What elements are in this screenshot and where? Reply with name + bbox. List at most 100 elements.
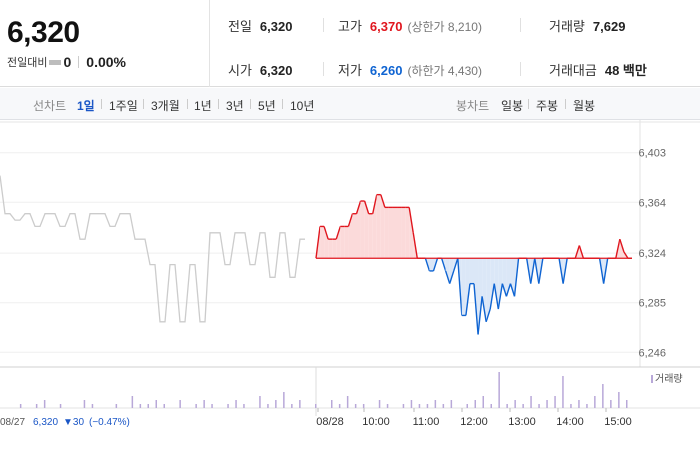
area-segment: [340, 226, 345, 259]
area-segment: [478, 258, 483, 335]
volume-bar: [362, 404, 365, 408]
price-segment: [497, 283, 504, 310]
quote-header: 6,320 전일대비 0 0.00% 전일 6,320 고가 6,370 (상한…: [0, 0, 700, 87]
area-segment: [344, 226, 349, 259]
divider: [250, 99, 251, 109]
candle-monthly[interactable]: 월봉: [573, 99, 596, 113]
stat-prev-close: 전일 6,320: [228, 16, 292, 35]
divider: [323, 18, 324, 32]
stat-label: 거래량: [549, 19, 585, 34]
volume-bar: [418, 404, 421, 408]
volume-bar: [35, 404, 38, 408]
prev-price: 6,320: [33, 417, 58, 428]
volume-bar: [602, 384, 604, 408]
price-segment: [485, 308, 491, 322]
volume-bar: [498, 372, 500, 408]
upper-limit: (상한가 8,210): [407, 20, 482, 34]
stat-open: 시가 6,320: [228, 60, 292, 79]
prev-day-series: [0, 175, 305, 323]
x-tick-label: 08/28: [316, 416, 344, 428]
area-segment: [392, 207, 398, 259]
volume-bar: [155, 400, 157, 408]
volume-bar: [482, 396, 484, 408]
volume-bar: [618, 392, 620, 408]
period-1d[interactable]: 1일: [77, 99, 95, 113]
chart-footer: 08/27 6,320 ▼30 (−0.47%): [0, 417, 130, 428]
prev-percent: (−0.47%): [89, 417, 130, 428]
area-segment: [401, 207, 406, 259]
area-segment: [376, 194, 381, 259]
volume-bar: [466, 404, 468, 408]
stat-value: 6,370: [369, 19, 403, 34]
area-segment: [356, 201, 361, 259]
divider: [528, 99, 529, 109]
change-percent: 0.00%: [86, 54, 126, 70]
volume-bar: [554, 396, 556, 408]
volume-bar: [378, 400, 381, 408]
volume-bar: [522, 404, 524, 408]
volume-bar: [43, 400, 46, 408]
price-segment: [449, 270, 455, 284]
volume-bar: [626, 400, 628, 408]
area-segment: [498, 258, 503, 310]
candle-chart-label: 봉차트: [456, 99, 490, 113]
area-segment: [429, 258, 434, 271]
prev-change: ▼30: [63, 417, 84, 428]
volume-bar: [267, 404, 269, 408]
price-segment: [473, 283, 479, 335]
volume-bar: [578, 400, 580, 408]
volume-bar: [426, 404, 429, 408]
volume-bar: [546, 400, 548, 408]
candle-daily[interactable]: 일봉: [501, 99, 524, 113]
price-segment: [453, 258, 459, 272]
y-tick-label: 6,246: [638, 347, 666, 359]
period-1y[interactable]: 1년: [194, 99, 212, 113]
stat-trade-amount: 거래대금 48 백만: [549, 60, 647, 79]
price-segment: [534, 258, 540, 284]
volume-bar: [410, 400, 413, 408]
volume-bar: [83, 400, 86, 408]
area-segment: [332, 239, 337, 259]
period-3m[interactable]: 3개월: [151, 99, 180, 113]
divider: [520, 62, 521, 76]
area-segment: [388, 207, 393, 259]
volume-bar: [291, 404, 293, 408]
x-axis: 08/28 10:00 11:00 12:00 13:00 14:00 15:00: [316, 408, 632, 428]
candle-weekly[interactable]: 주봉: [536, 99, 559, 113]
area-segment: [494, 258, 499, 310]
divider: [101, 99, 102, 109]
price-segment: [623, 251, 629, 259]
volume-bar: [211, 404, 213, 408]
volume-bar: [115, 404, 118, 408]
price-segment: [509, 283, 516, 297]
volume-bar: [243, 404, 245, 408]
volume-bar: [131, 396, 134, 408]
volume-bar: [163, 404, 165, 408]
period-3y[interactable]: 3년: [226, 99, 244, 113]
today-series: [315, 193, 632, 335]
divider: [218, 99, 219, 109]
volume-bar: [538, 404, 540, 408]
stat-value: 6,260: [369, 63, 403, 78]
period-5y[interactable]: 5년: [258, 99, 276, 113]
stat-value: 6,320: [259, 63, 293, 78]
price-segment: [538, 258, 544, 284]
volume-bar: [59, 404, 62, 408]
price-segment: [619, 238, 625, 253]
price-segment: [530, 258, 536, 284]
price-segment: [501, 283, 508, 297]
area-segment: [445, 258, 450, 284]
volume-bar: [490, 404, 492, 408]
volume-bar: [514, 400, 516, 408]
price-segment: [513, 258, 520, 297]
price-segment: [477, 296, 483, 335]
price-segment: [380, 194, 386, 208]
price-segment: [444, 270, 451, 284]
volume-bar: [402, 404, 405, 408]
x-tick-label: 11:00: [413, 416, 440, 428]
area-segment: [336, 226, 341, 259]
period-10y[interactable]: 10년: [290, 99, 315, 113]
price-segment: [615, 239, 621, 259]
period-1w[interactable]: 1주일: [109, 99, 138, 113]
volume-bar: [19, 404, 22, 408]
